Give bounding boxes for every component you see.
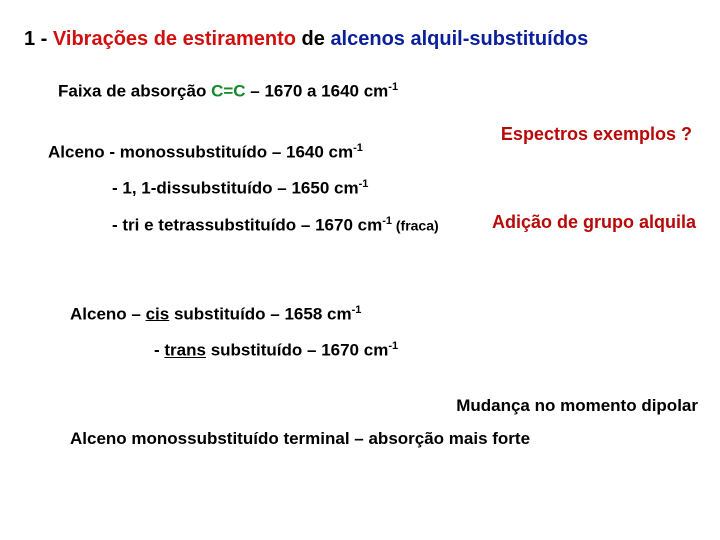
adicao-annot: Adição de grupo alquila <box>492 212 696 233</box>
trans-sup: -1 <box>388 340 398 352</box>
title-num: 1 - <box>24 28 53 50</box>
tri-text: - tri e tetrassubstituído – 1670 cm <box>112 216 382 235</box>
mono-sup: -1 <box>353 142 363 154</box>
espectros-examples: Espectros exemplos ? <box>501 124 692 145</box>
trans-b: substituído – 1670 cm <box>206 341 388 360</box>
diss-line: - 1, 1-dissubstituído – 1650 cm-1 <box>112 178 696 199</box>
tri-note: (fraca) <box>392 218 439 234</box>
page-title: 1 - Vibrações de estiramento de alcenos … <box>24 28 696 51</box>
title-blue: alcenos alquil-substituídos <box>330 28 588 50</box>
trans-a: - <box>154 341 164 360</box>
trans-u: trans <box>164 341 206 360</box>
mudanca-annot: Mudança no momento dipolar <box>456 396 698 416</box>
terminal-line: Alceno monossubstituído terminal – absor… <box>70 429 696 449</box>
title-red: Vibrações de estiramento <box>53 28 296 50</box>
cis-b: substituído – 1658 cm <box>169 304 351 323</box>
slide-page: 1 - Vibrações de estiramento de alcenos … <box>0 0 720 540</box>
diss-sup: -1 <box>359 178 369 190</box>
cis-line: Alceno – cis substituído – 1658 cm-1 <box>70 304 696 325</box>
abs-label: Faixa de absorção <box>58 82 211 101</box>
abs-rest: – 1670 a 1640 cm <box>246 82 389 101</box>
abs-sup: -1 <box>388 81 398 93</box>
abs-cc: C=C <box>211 82 245 101</box>
cis-sup: -1 <box>352 304 362 316</box>
cis-a: Alceno – <box>70 304 146 323</box>
cis-u: cis <box>146 304 170 323</box>
tri-sup: -1 <box>382 215 392 227</box>
trans-line: - trans substituído – 1670 cm-1 <box>154 340 696 361</box>
absorption-band-line: Faixa de absorção C=C – 1670 a 1640 cm-1 <box>58 81 696 102</box>
diss-text: - 1, 1-dissubstituído – 1650 cm <box>112 179 359 198</box>
title-mid: de <box>296 28 330 50</box>
mono-text: Alceno - monossubstituído – 1640 cm <box>48 142 353 161</box>
